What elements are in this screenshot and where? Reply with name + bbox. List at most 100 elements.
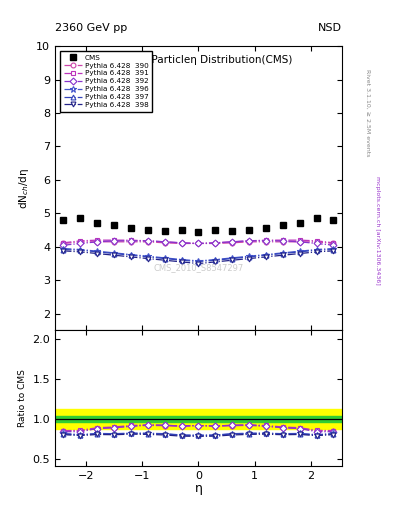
Pythia 6.428  397 [281,250,285,257]
Text: Rivet 3.1.10, ≥ 2.5M events: Rivet 3.1.10, ≥ 2.5M events [365,69,370,156]
Pythia 6.428  398 [298,250,302,257]
Pythia 6.428  397 [145,254,150,260]
Pythia 6.428  392 [213,240,218,246]
Pythia 6.428  398 [129,254,133,260]
Pythia 6.428  392 [314,241,319,247]
Pythia 6.428  398 [112,252,116,258]
Pythia 6.428  396 [213,257,218,263]
Pythia 6.428  390 [230,240,235,246]
Pythia 6.428  397 [61,246,66,252]
CMS [179,227,184,233]
Pythia 6.428  390 [112,239,116,245]
Pythia 6.428  397 [314,247,319,253]
Pythia 6.428  390 [264,239,268,245]
Pythia 6.428  398 [179,259,184,265]
CMS [230,228,235,234]
Pythia 6.428  397 [179,257,184,263]
Pythia 6.428  398 [61,248,66,254]
Pythia 6.428  392 [162,239,167,245]
Pythia 6.428  392 [281,238,285,244]
Pythia 6.428  396 [129,251,133,258]
Pythia 6.428  390 [129,239,133,245]
Pythia 6.428  390 [213,241,218,247]
Pythia 6.428  397 [331,246,336,252]
Pythia 6.428  390 [281,239,285,245]
Pythia 6.428  391 [298,237,302,243]
Pythia 6.428  398 [281,252,285,258]
Line: CMS: CMS [60,215,337,235]
Pythia 6.428  390 [196,241,201,247]
CMS [145,227,150,233]
Pythia 6.428  392 [145,238,150,244]
Pythia 6.428  398 [331,248,336,254]
Pythia 6.428  390 [179,241,184,247]
Line: Pythia 6.428  392: Pythia 6.428 392 [61,239,336,248]
Bar [55,416,342,422]
Pythia 6.428  392 [61,242,66,248]
Line: Pythia 6.428  398: Pythia 6.428 398 [61,248,336,266]
Pythia 6.428  392 [129,238,133,244]
CMS [314,216,319,222]
Pythia 6.428  391 [196,241,201,247]
Pythia 6.428  396 [78,246,83,252]
Text: Charged Particleη Distribution(CMS): Charged Particleη Distribution(CMS) [104,55,293,65]
Line: Pythia 6.428  390: Pythia 6.428 390 [61,240,336,246]
Pythia 6.428  398 [230,257,235,263]
CMS [281,222,285,228]
Pythia 6.428  391 [112,237,116,243]
Pythia 6.428  398 [196,261,201,267]
Pythia 6.428  396 [145,253,150,259]
Pythia 6.428  396 [179,257,184,263]
Pythia 6.428  396 [298,248,302,254]
Pythia 6.428  392 [95,239,99,245]
Pythia 6.428  390 [298,239,302,245]
Pythia 6.428  396 [95,248,99,254]
Pythia 6.428  398 [213,259,218,265]
Pythia 6.428  396 [281,250,285,256]
Pythia 6.428  390 [162,240,167,246]
Pythia 6.428  390 [95,239,99,245]
Pythia 6.428  392 [264,238,268,244]
Pythia 6.428  397 [112,250,116,257]
Pythia 6.428  391 [162,239,167,245]
Pythia 6.428  396 [230,255,235,261]
Pythia 6.428  391 [95,237,99,243]
Pythia 6.428  396 [247,253,252,259]
Pythia 6.428  390 [145,239,150,245]
Pythia 6.428  390 [61,241,66,247]
Text: CMS_2010_S8547297: CMS_2010_S8547297 [153,263,244,272]
Pythia 6.428  392 [230,239,235,245]
Pythia 6.428  396 [264,251,268,258]
Line: Pythia 6.428  397: Pythia 6.428 397 [61,247,336,264]
Pythia 6.428  398 [95,250,99,257]
Pythia 6.428  392 [298,239,302,245]
Pythia 6.428  398 [145,255,150,262]
Text: NSD: NSD [318,23,342,33]
Pythia 6.428  391 [314,238,319,244]
Pythia 6.428  390 [78,239,83,245]
CMS [95,220,99,226]
Pythia 6.428  391 [61,240,66,246]
CMS [298,220,302,226]
Pythia 6.428  398 [78,249,83,255]
Pythia 6.428  391 [281,237,285,243]
Pythia 6.428  390 [331,241,336,247]
Pythia 6.428  392 [331,242,336,248]
Pythia 6.428  390 [314,239,319,245]
Pythia 6.428  391 [145,238,150,244]
Pythia 6.428  391 [129,237,133,243]
Pythia 6.428  397 [78,247,83,253]
Pythia 6.428  397 [298,249,302,255]
Line: Pythia 6.428  396: Pythia 6.428 396 [60,245,337,264]
Pythia 6.428  392 [112,238,116,244]
Pythia 6.428  396 [162,255,167,261]
CMS [247,227,252,233]
Text: mcplots.cern.ch [arXiv:1306.3436]: mcplots.cern.ch [arXiv:1306.3436] [375,176,380,285]
Y-axis label: Ratio to CMS: Ratio to CMS [18,369,27,427]
Pythia 6.428  396 [331,245,336,251]
Y-axis label: dN$_{ch}$/dη: dN$_{ch}$/dη [17,168,31,209]
Legend: CMS, Pythia 6.428  390, Pythia 6.428  391, Pythia 6.428  392, Pythia 6.428  396,: CMS, Pythia 6.428 390, Pythia 6.428 391,… [60,51,152,112]
Pythia 6.428  396 [196,258,201,264]
Text: 2360 GeV pp: 2360 GeV pp [55,23,127,33]
Pythia 6.428  391 [213,240,218,246]
